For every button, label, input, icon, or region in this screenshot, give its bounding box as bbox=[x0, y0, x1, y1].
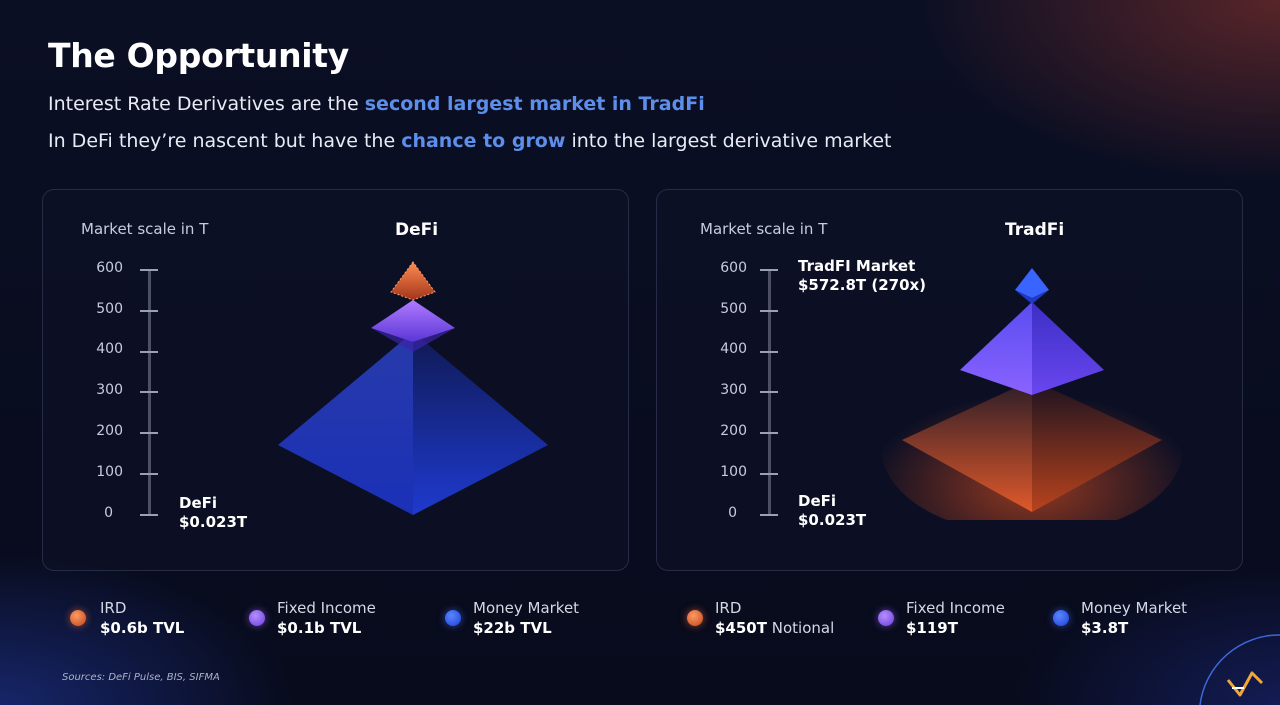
money-market-legend-dot bbox=[445, 610, 461, 626]
axis-tick bbox=[760, 391, 778, 393]
tradfi-tick-label: 400 bbox=[720, 341, 747, 357]
axis-tick bbox=[760, 351, 778, 353]
axis-tick bbox=[760, 432, 778, 434]
subtitle-line-1-text: Interest Rate Derivatives are the bbox=[48, 93, 365, 115]
tradfi-defi-value: $0.023T bbox=[798, 511, 867, 529]
defi-scale-axis bbox=[140, 269, 160, 516]
axis-tick bbox=[760, 473, 778, 475]
subtitle-line-2-text: In DeFi they’re nascent but have the bbox=[48, 130, 402, 152]
tradfi-scale-axis bbox=[760, 269, 780, 516]
legend-value-suffix: Notional bbox=[766, 619, 835, 637]
axis-tick bbox=[760, 269, 778, 271]
tradfi-market-value: $572.8T (270x) bbox=[798, 276, 927, 294]
ird-layer-right bbox=[1032, 380, 1162, 512]
page-title: The Opportunity bbox=[48, 36, 349, 75]
ird-legend-dot bbox=[687, 610, 703, 626]
defi-legend-fixed-income: Fixed Income $0.1b TVL bbox=[277, 598, 376, 638]
fixed-income-layer-right bbox=[1032, 302, 1104, 395]
tradfi-pyramid bbox=[882, 268, 1182, 520]
defi-chart-title: DeFi bbox=[395, 220, 439, 240]
tradfi-panel: Market scale in T TradFi 600 500 400 300… bbox=[656, 189, 1243, 571]
legend-name: Money Market bbox=[1081, 599, 1188, 617]
fixed-income-legend-dot bbox=[878, 610, 894, 626]
sources-note: Sources: DeFi Pulse, BIS, SIFMA bbox=[62, 672, 220, 683]
ird-layer bbox=[390, 261, 436, 301]
tradfi-tick-label: 500 bbox=[720, 301, 747, 317]
subtitle-line-1: Interest Rate Derivatives are the second… bbox=[48, 93, 705, 115]
axis-tick bbox=[140, 432, 158, 434]
legend-name: Fixed Income bbox=[277, 599, 376, 617]
legend-value: $450T bbox=[715, 619, 767, 637]
defi-tick-label: 400 bbox=[96, 341, 123, 357]
tradfi-tick-label: 200 bbox=[720, 423, 747, 439]
legend-value: $0.6b TVL bbox=[100, 619, 185, 637]
legend-name: Money Market bbox=[473, 599, 580, 617]
ird-legend-dot bbox=[70, 610, 86, 626]
legend-value: $119T bbox=[906, 619, 958, 637]
defi-tick-label: 300 bbox=[96, 382, 123, 398]
defi-annotation: DeFi $0.023T bbox=[179, 494, 247, 532]
tradfi-tick-label: 100 bbox=[720, 464, 747, 480]
defi-legend-ird: IRD $0.6b TVL bbox=[100, 598, 184, 638]
axis-tick bbox=[140, 351, 158, 353]
fixed-income-layer bbox=[371, 300, 455, 342]
tradfi-chart-title: TradFi bbox=[1005, 220, 1065, 240]
tradfi-legend-money-market: Money Market $3.8T bbox=[1081, 598, 1187, 638]
axis-tick bbox=[760, 310, 778, 312]
subtitle-line-2-suffix: into the largest derivative market bbox=[565, 130, 892, 152]
tradfi-legend-fixed-income: Fixed Income $119T bbox=[906, 598, 1005, 638]
legend-name: IRD bbox=[100, 599, 127, 617]
defi-legend-money-market: Money Market $22b TVL bbox=[473, 598, 579, 638]
money-market-layer-shade bbox=[1015, 290, 1049, 304]
money-market-layer bbox=[1015, 268, 1049, 298]
fixed-income-layer-left bbox=[960, 302, 1032, 395]
axis-tick bbox=[140, 391, 158, 393]
money-market-legend-dot bbox=[1053, 610, 1069, 626]
defi-tick-label: 200 bbox=[96, 423, 123, 439]
axis-tick bbox=[760, 514, 778, 516]
tradfi-top-annotation: TradFI Market $572.8T (270x) bbox=[798, 257, 926, 295]
legend-value: $22b TVL bbox=[473, 619, 552, 637]
money-market-layer-left bbox=[278, 332, 413, 515]
legend-value: $0.1b TVL bbox=[277, 619, 362, 637]
axis-tick bbox=[140, 514, 158, 516]
legend-value: $3.8T bbox=[1081, 619, 1129, 637]
subtitle-line-2: In DeFi they’re nascent but have the cha… bbox=[48, 130, 892, 152]
subtitle-line-1-highlight: second largest market in TradFi bbox=[364, 93, 705, 115]
tradfi-bottom-annotation: DeFi $0.023T bbox=[798, 492, 866, 530]
defi-scale-title: Market scale in T bbox=[81, 220, 209, 238]
axis-tick bbox=[140, 473, 158, 475]
fixed-income-legend-dot bbox=[249, 610, 265, 626]
legend-name: IRD bbox=[715, 599, 742, 617]
tradfi-defi-name: DeFi bbox=[798, 492, 837, 510]
tradfi-tick-label: 0 bbox=[728, 505, 737, 521]
defi-tick-label: 0 bbox=[104, 505, 113, 521]
defi-panel: Market scale in T DeFi 600 500 400 300 2… bbox=[42, 189, 629, 571]
tradfi-tick-label: 600 bbox=[720, 260, 747, 276]
tradfi-scale-title: Market scale in T bbox=[700, 220, 828, 238]
tradfi-market-name: TradFI Market bbox=[798, 257, 916, 275]
defi-annotation-name: DeFi bbox=[179, 494, 218, 512]
defi-tick-label: 500 bbox=[96, 301, 123, 317]
defi-tick-label: 600 bbox=[96, 260, 123, 276]
fixed-income-layer-shade bbox=[371, 328, 455, 352]
defi-annotation-value: $0.023T bbox=[179, 513, 248, 531]
legend-name: Fixed Income bbox=[906, 599, 1005, 617]
axis-tick bbox=[140, 269, 158, 271]
subtitle-line-2-highlight: chance to grow bbox=[401, 130, 566, 152]
axis-tick bbox=[140, 310, 158, 312]
defi-pyramid bbox=[278, 261, 548, 515]
money-market-layer-right bbox=[413, 332, 548, 515]
tradfi-tick-label: 300 bbox=[720, 382, 747, 398]
defi-tick-label: 100 bbox=[96, 464, 123, 480]
ird-layer-left bbox=[902, 380, 1032, 512]
brand-logo-icon bbox=[1199, 634, 1280, 705]
tradfi-legend-ird: IRD $450T Notional bbox=[715, 598, 834, 638]
